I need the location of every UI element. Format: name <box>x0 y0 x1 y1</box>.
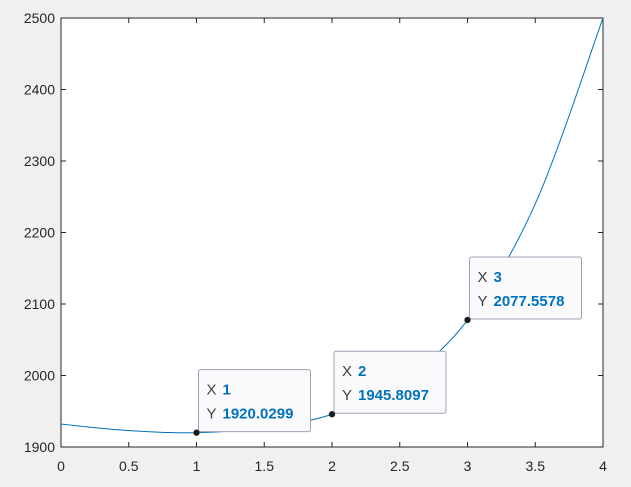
y-axis: 1900 2000 2100 2200 2300 2400 2500 <box>24 10 603 455</box>
datatip-marker[interactable] <box>193 429 200 436</box>
datatip-box <box>198 369 311 433</box>
datatip-x-value: 3 <box>494 269 502 286</box>
datatip[interactable]: X 1Y 1920.0299 <box>193 369 311 436</box>
datatip-y-key: Y <box>478 293 488 310</box>
plot-area <box>60 17 604 448</box>
x-tick-label: 1.5 <box>255 458 275 474</box>
x-tick-label: 0 <box>57 458 65 474</box>
y-tick-label: 2300 <box>24 153 55 169</box>
datatip-x-key: X <box>342 363 352 380</box>
datatip-y-value: 1920.0299 <box>223 406 294 423</box>
datatip-y-key: Y <box>207 406 217 423</box>
datatip-box <box>469 256 582 320</box>
datatip-y-value: 1945.8097 <box>358 387 429 404</box>
x-axis: 0 0.5 1 1.5 2 2.5 3 3.5 4 <box>57 18 607 474</box>
x-tick-label: 3.5 <box>526 458 546 474</box>
datatip-x-key: X <box>478 269 488 286</box>
y-tick-label: 2400 <box>24 82 55 98</box>
datatip-marker[interactable] <box>464 316 471 324</box>
x-tick-label: 2.5 <box>390 458 410 474</box>
x-tick-label: 1 <box>193 458 201 474</box>
x-tick-label: 4 <box>599 458 607 474</box>
y-tick-label: 1900 <box>24 439 55 455</box>
y-tick-label: 2100 <box>24 296 55 312</box>
datatip[interactable]: X 3Y 2077.5578 <box>464 256 582 324</box>
x-tick-label: 0.5 <box>119 458 139 474</box>
x-tick-label: 3 <box>464 458 472 474</box>
datatip-x-value: 1 <box>223 382 231 399</box>
y-tick-label: 2500 <box>24 10 55 26</box>
datatip-x-value: 2 <box>358 363 366 380</box>
datatip[interactable]: X 2Y 1945.8097 <box>328 350 447 418</box>
datatip-x-key: X <box>207 382 217 399</box>
x-tick-label: 2 <box>328 458 336 474</box>
datatip-marker[interactable] <box>328 410 336 418</box>
y-tick-label: 2000 <box>24 368 55 384</box>
y-tick-label: 2200 <box>24 225 55 241</box>
datatip-y-key: Y <box>342 387 352 404</box>
datatip-y-value: 2077.5578 <box>494 293 565 310</box>
datatip-box <box>333 350 447 414</box>
